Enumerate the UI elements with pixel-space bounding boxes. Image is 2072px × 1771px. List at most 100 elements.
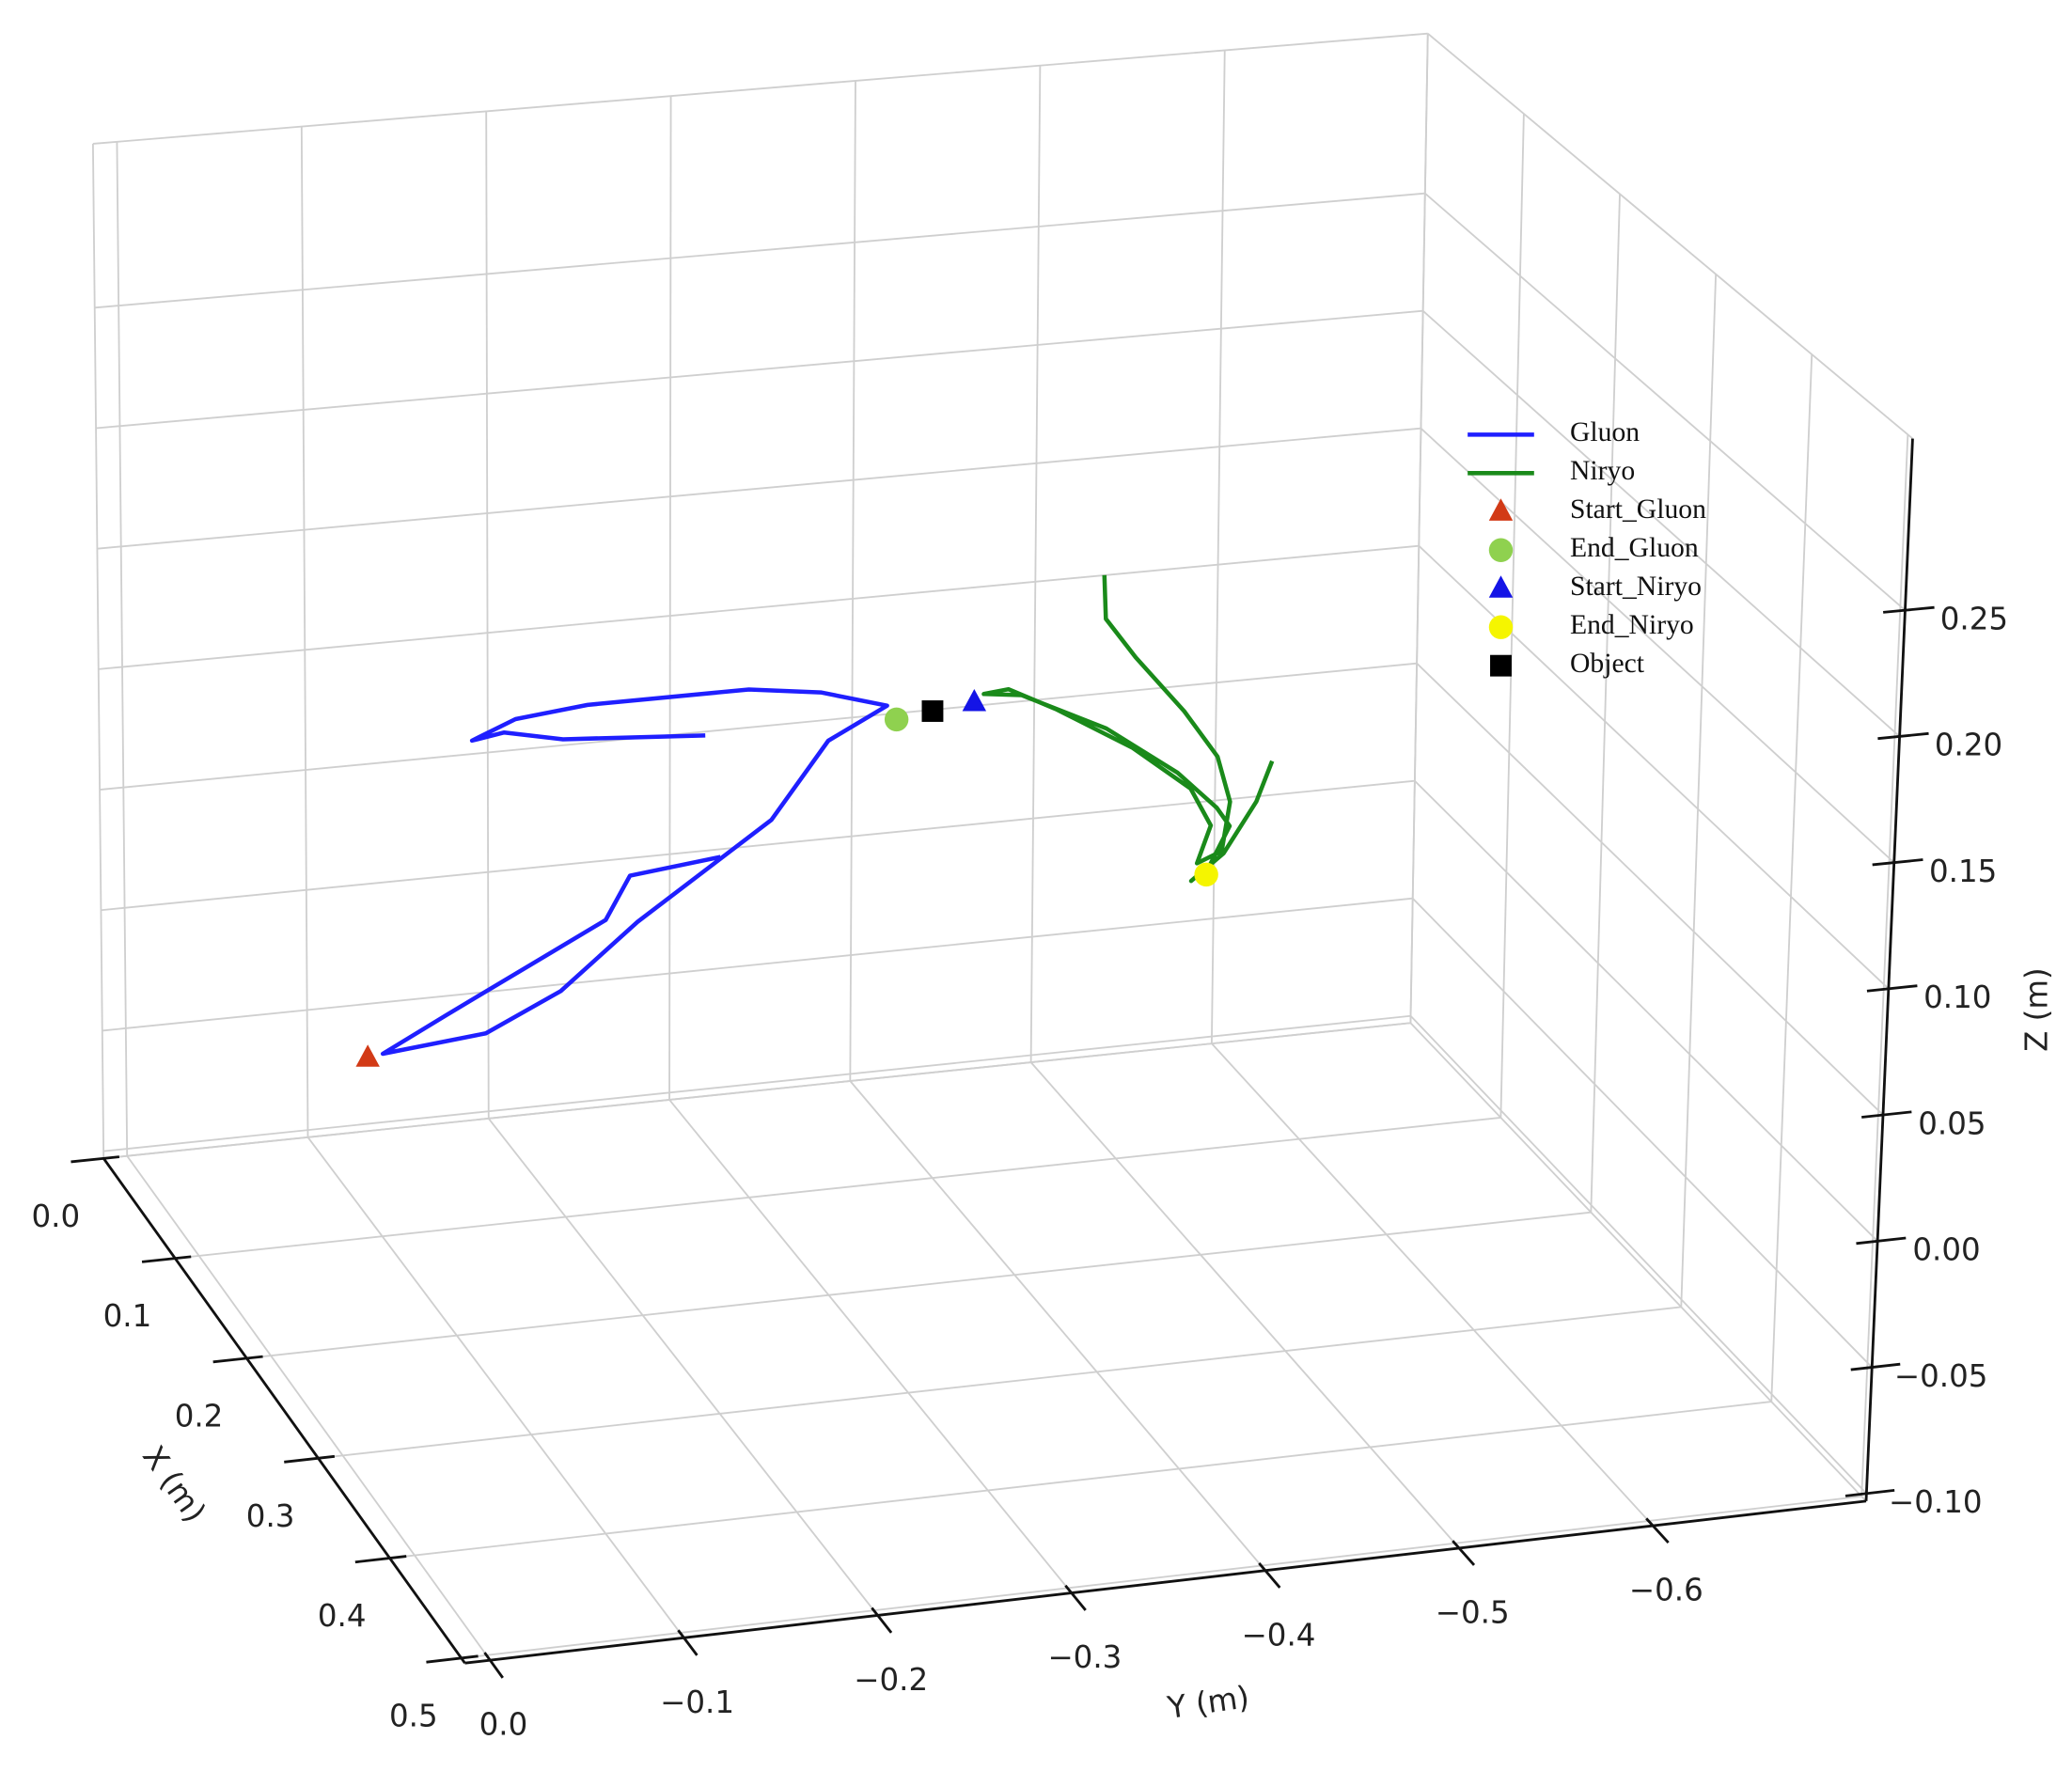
z-tick-label: 0.05 [1918,1105,1986,1141]
grid-line [1409,33,1429,1024]
plot-area [355,574,1275,1067]
marker [355,1044,380,1067]
pane-edge [1427,32,1914,440]
series-line [981,574,1275,884]
legend-label: End_Niryo [1570,610,1694,640]
grid-line [1416,663,1884,1116]
x-tick-label: 0.3 [246,1498,295,1534]
grid-line [1412,898,1873,1369]
legend-label: Object [1570,649,1645,679]
grid-line [103,1014,1411,1152]
marker [884,707,909,732]
marker [1490,654,1512,677]
x-tick-label: 0.0 [32,1199,81,1234]
z-tick [1861,1110,1912,1119]
grid-line [1499,113,1525,1118]
marker [1488,575,1514,598]
grid-line [300,126,309,1137]
grid-line [126,1155,492,1661]
z-tick-label: −0.05 [1894,1358,1988,1394]
z-tick [1850,1362,1901,1371]
pane-edge [92,32,1428,145]
grid-line [1029,1061,1460,1549]
marker [1488,538,1514,562]
z-tick [1844,1488,1895,1497]
x-tick-label: 0.5 [389,1698,438,1733]
grid-line [485,111,490,1119]
grid-line [1211,1042,1654,1527]
y-tick-label: −0.5 [1436,1595,1510,1631]
legend-label: End_Gluon [1570,533,1699,563]
grid-line [100,662,1418,791]
z-tick [1866,984,1918,993]
z-tick [1872,858,1923,867]
x-axis [102,1157,466,1665]
x-tick [284,1454,336,1464]
y-tick [1645,1517,1670,1544]
grid-line [849,80,856,1082]
y-tick [1064,1584,1087,1611]
grid-line [175,1117,1501,1260]
z-tick-label: −0.10 [1889,1484,1983,1520]
y-tick [1258,1562,1281,1589]
grid-line [95,309,1423,430]
y-axis [464,1499,1867,1665]
x-axis-label: X (m) [135,1439,213,1528]
marker [1488,498,1514,521]
z-axis-label: Z (m) [2019,967,2055,1052]
y-axis-label: Y (m) [1165,1679,1252,1726]
x-tick-label: 0.1 [103,1298,152,1334]
y-tick [871,1606,893,1634]
x-tick [71,1155,120,1164]
y-tick [483,1652,504,1679]
grid-line [488,1118,879,1616]
legend-label: Start_Niryo [1570,572,1702,602]
grid-line [1029,65,1042,1063]
legend-label: Niryo [1570,456,1635,486]
grid-line [461,1495,1862,1659]
x-tick [141,1255,192,1263]
z-tick-label: 0.15 [1929,854,1997,889]
z-tick-label: 0.10 [1923,980,1991,1015]
z-tick [1883,605,1935,614]
y-tick-label: −0.1 [660,1685,734,1720]
z-tick-label: 0.00 [1912,1232,1980,1268]
grid-line [1424,192,1907,611]
y-tick [677,1629,699,1656]
legend-label: Gluon [1570,417,1640,447]
pane-edge [91,143,105,1159]
marker [921,700,944,722]
grid-line [102,897,1413,1032]
grid-line [1770,353,1813,1403]
grid-line [849,1080,1266,1572]
grid-line [1420,428,1895,864]
grid-line [1414,780,1878,1242]
y-tick-label: −0.2 [854,1662,928,1698]
y-tick-label: −0.3 [1047,1639,1122,1675]
series-line [380,687,889,1057]
z-axis [1864,438,1914,1501]
y-tick-label: 0.0 [479,1707,528,1743]
grid-line [318,1306,1682,1460]
grid-line [1409,1015,1868,1495]
grid-line [103,1022,1411,1160]
marker [1194,862,1218,887]
grid-line [306,1136,685,1638]
x-tick [212,1355,263,1364]
grid [91,32,1914,1661]
grid-line [668,1099,1073,1594]
grid-line [389,1401,1772,1559]
grid-line [1860,434,1909,1497]
legend: Gluon Niryo Start_Gluon End_Gluon Start_Niry… [1468,417,1706,679]
x-tick [354,1555,407,1564]
pane-edge [1409,1022,1867,1502]
grid-line [97,427,1421,550]
axes: 0.0 0.1 0.2 0.3 0.4 0.5 0.0 −0.1 −0.2 −0.3 −0.4 −0.… [32,438,2055,1743]
grid-line [1680,274,1718,1308]
grid-line [94,192,1425,309]
legend-label: Start_Gluon [1570,494,1706,525]
z-tick-label: 0.20 [1935,728,2002,763]
y-tick-label: −0.6 [1629,1573,1703,1608]
